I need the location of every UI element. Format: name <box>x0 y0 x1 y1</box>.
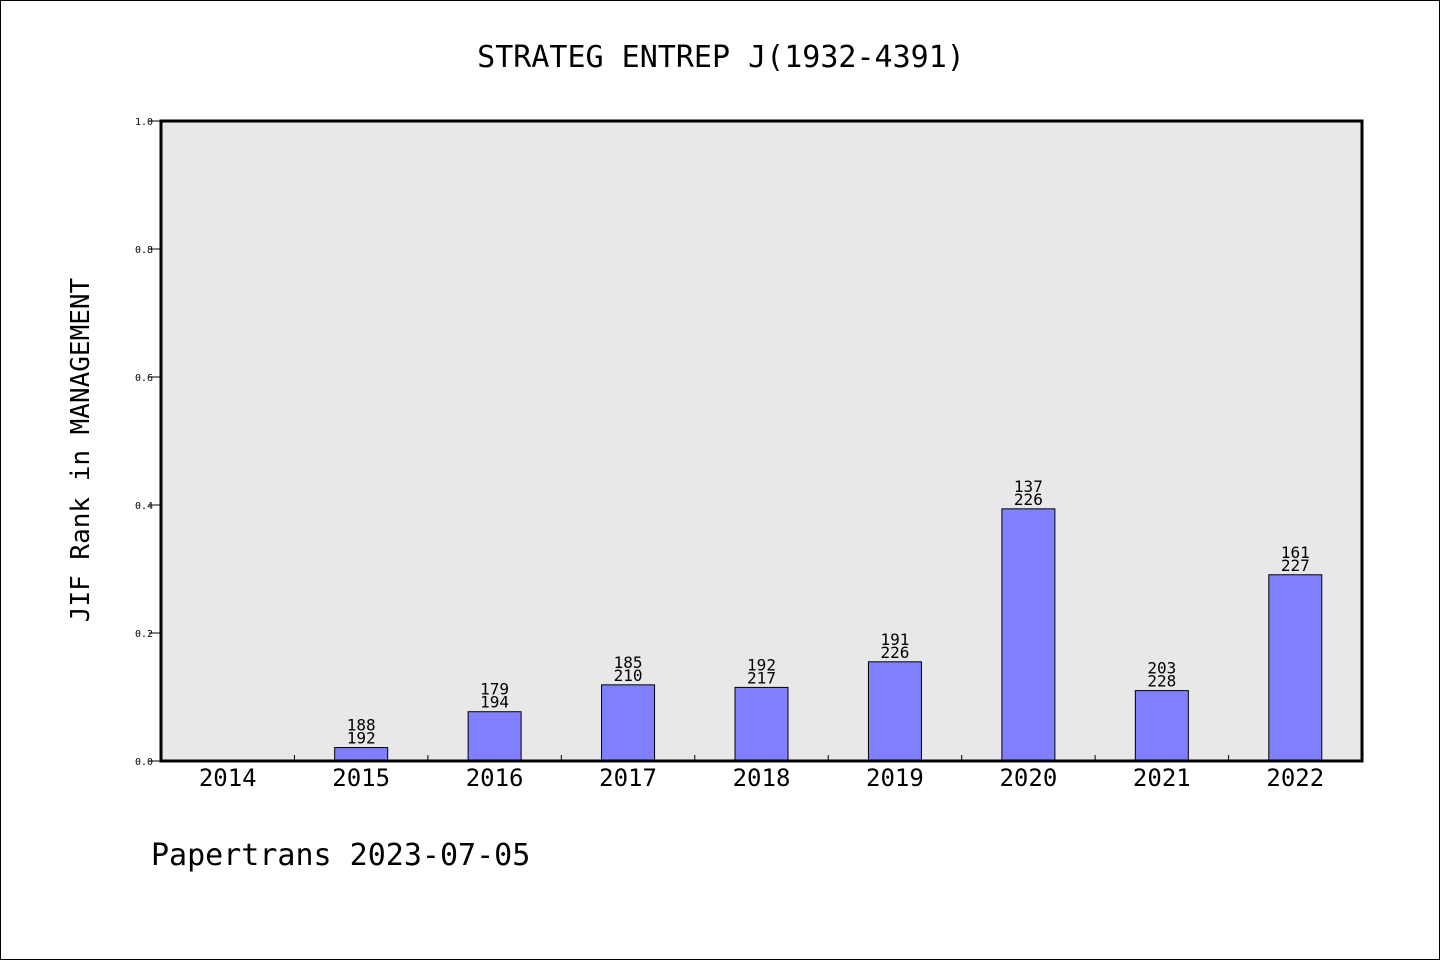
bar-rank-label: 203 <box>1147 659 1176 678</box>
x-tick-label: 2017 <box>599 764 657 792</box>
x-tick-label: 2015 <box>332 764 390 792</box>
bar-total-label: 194 <box>480 693 509 712</box>
plot-area <box>161 121 1362 761</box>
x-tick-label: 2018 <box>733 764 791 792</box>
bar-rank-label: 188 <box>347 716 376 735</box>
bar-rank-label: 161 <box>1281 543 1310 562</box>
bar-rank-label: 185 <box>614 653 643 672</box>
bar-total-label: 210 <box>614 666 643 685</box>
y-axis-label: JIF Rank in MANAGEMENT <box>66 277 96 622</box>
y-tick-label: 0.0 <box>135 757 153 768</box>
bars-layer: 1881921791941852101922171912261372262032… <box>334 477 1323 762</box>
bar <box>1268 574 1323 762</box>
bar-total-label: 228 <box>1147 672 1176 691</box>
x-tick-label: 2014 <box>199 764 257 792</box>
footer-text: Papertrans 2023-07-05 <box>151 838 530 873</box>
x-tick-label: 2016 <box>466 764 524 792</box>
bar <box>467 711 522 762</box>
bar <box>601 684 656 762</box>
bar-total-label: 227 <box>1281 556 1310 575</box>
bar <box>734 686 789 762</box>
bar <box>1001 508 1056 762</box>
bar-total-label: 226 <box>880 643 909 662</box>
x-ticks: 2014 2015 2016 2017 2018 2019 2020 2021 2022 <box>199 755 1324 792</box>
bar-rank-label: 179 <box>480 680 509 699</box>
bar-rank-label: 137 <box>1014 477 1043 496</box>
x-tick-label: 2020 <box>999 764 1057 792</box>
y-tick-label: 0.8 <box>135 245 153 256</box>
x-tick-label: 2022 <box>1266 764 1324 792</box>
chart-title: STRATEG ENTREP J(1932-4391) <box>477 40 965 75</box>
y-ticks: 0.0 0.2 0.4 0.6 0.8 1.0 <box>135 117 161 768</box>
bar <box>1134 690 1189 762</box>
x-tick-label: 2021 <box>1133 764 1191 792</box>
bar <box>334 747 389 762</box>
bar-rank-label: 192 <box>747 655 776 674</box>
plot-border <box>159 119 1364 763</box>
y-tick-label: 1.0 <box>135 117 153 128</box>
bar <box>867 661 922 762</box>
y-tick-label: 0.2 <box>135 629 153 640</box>
bar-total-label: 226 <box>1014 490 1043 509</box>
y-tick-label: 0.6 <box>135 373 153 384</box>
x-tick-label: 2019 <box>866 764 924 792</box>
bar-rank-label: 191 <box>880 630 909 649</box>
bar-total-label: 217 <box>747 668 776 687</box>
y-tick-label: 0.4 <box>135 501 153 512</box>
bar-total-label: 192 <box>347 729 376 748</box>
